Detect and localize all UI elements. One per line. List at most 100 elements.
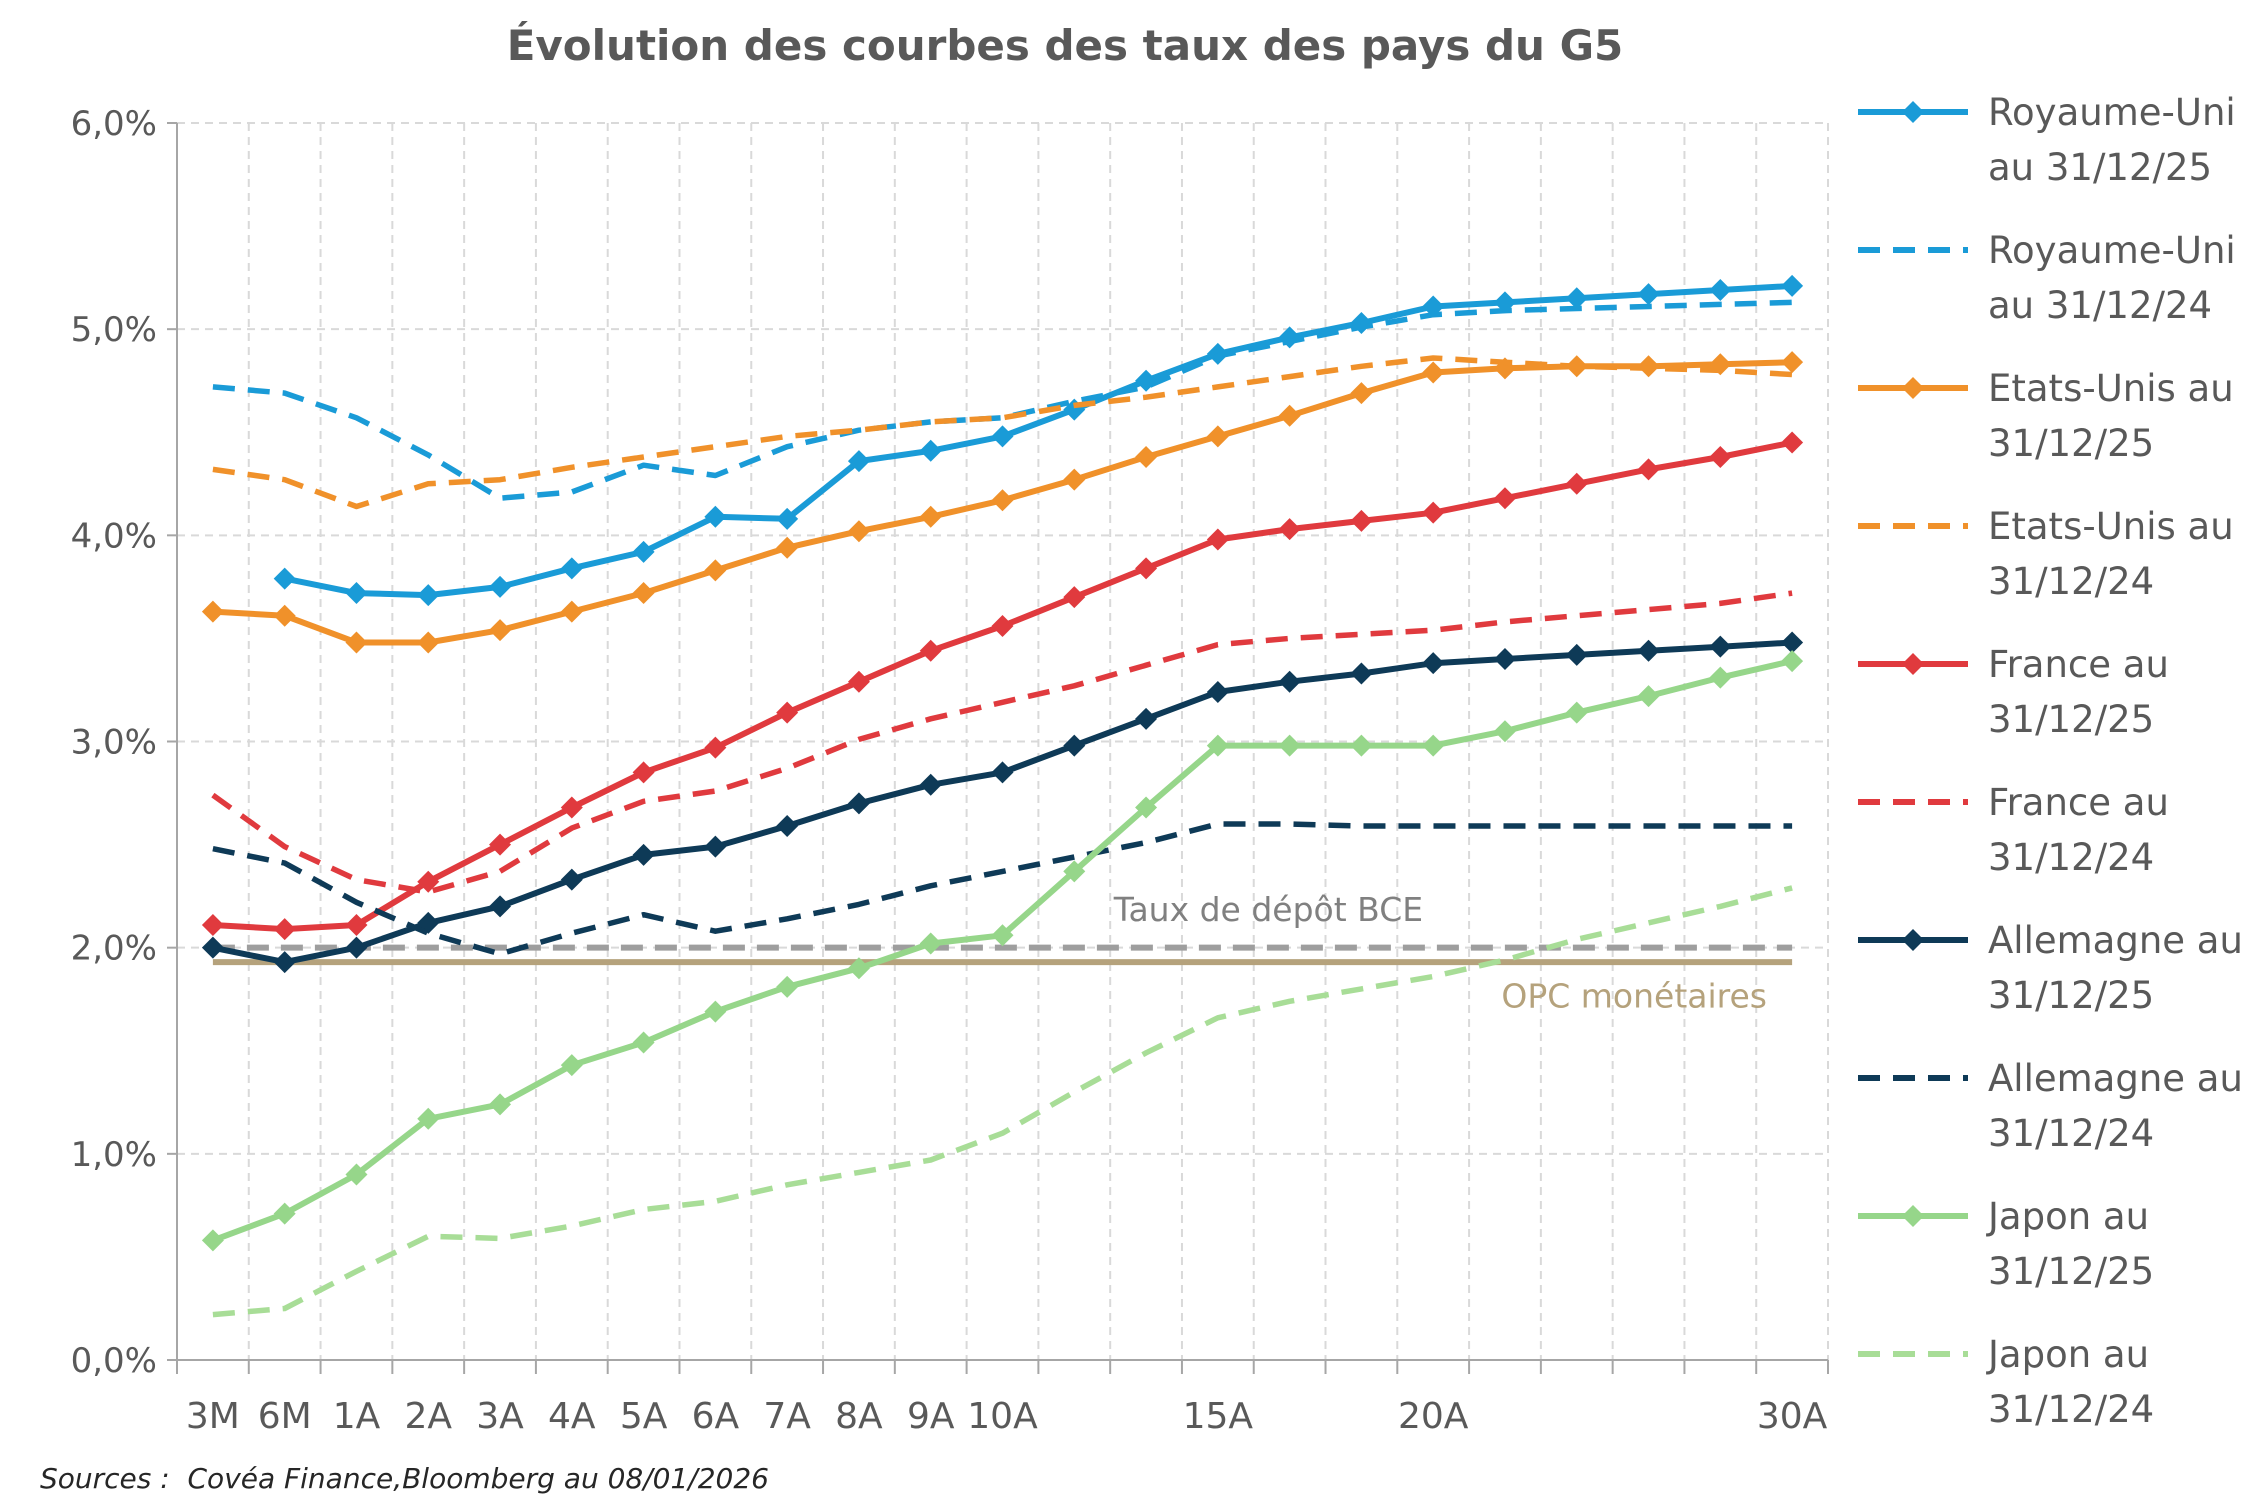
annotations: Taux de dépôt BCE OPC monétaires — [1113, 890, 1767, 1016]
legend-label: France au — [1988, 781, 2169, 824]
data-point — [1709, 445, 1732, 468]
data-point — [1278, 734, 1301, 757]
series-group — [201, 631, 1804, 974]
legend-label: 31/12/25 — [1988, 974, 2154, 1017]
x-tick-label: 20A — [1398, 1396, 1469, 1437]
series-line — [211, 590, 1793, 895]
data-point — [1135, 445, 1158, 468]
data-point — [776, 815, 799, 838]
data-point — [1278, 670, 1301, 693]
data-point — [489, 575, 512, 598]
data-point — [489, 895, 512, 918]
legend-label: 31/12/25 — [1988, 422, 2154, 465]
data-point — [1637, 685, 1660, 708]
data-point — [847, 957, 870, 980]
data-point — [1493, 487, 1516, 510]
data-point — [704, 1000, 727, 1023]
x-tick-label: 30A — [1757, 1396, 1828, 1437]
data-point — [704, 835, 727, 858]
series-line — [284, 282, 1793, 599]
legend-label: Royaume-Uni — [1988, 91, 2236, 134]
data-point — [1781, 431, 1804, 454]
x-tick-label: 3M — [186, 1396, 240, 1437]
legend-label: Japon au — [1986, 1333, 2149, 1376]
data-point — [1135, 796, 1158, 819]
data-point — [417, 631, 440, 654]
source-note: Sources : Covéa Finance,Bloomberg au 08/… — [40, 1462, 769, 1495]
data-point — [1350, 734, 1373, 757]
data-point — [273, 567, 296, 590]
data-point — [776, 536, 799, 559]
data-point — [345, 1163, 368, 1186]
grid — [177, 122, 1829, 1360]
data-point — [919, 439, 942, 462]
series-line — [212, 439, 1793, 933]
legend-label: 31/12/24 — [1988, 1388, 2154, 1431]
data-point — [847, 670, 870, 693]
x-tick-label: 10A — [967, 1396, 1038, 1437]
data-point — [1493, 648, 1516, 671]
data-point — [489, 1093, 512, 1116]
data-point — [1709, 278, 1732, 301]
data-point — [991, 425, 1014, 448]
legend-label: Japon au — [1986, 1195, 2149, 1238]
x-tick-label: 15A — [1183, 1396, 1254, 1437]
legend-label: 31/12/25 — [1988, 1250, 2154, 1293]
series-line — [212, 299, 1793, 501]
data-point — [1206, 425, 1229, 448]
data-point — [704, 505, 727, 528]
data-point — [847, 520, 870, 543]
data-point — [201, 1229, 224, 1252]
data-point — [1709, 635, 1732, 658]
data-point — [776, 507, 799, 530]
data-point — [919, 505, 942, 528]
series-line — [212, 355, 1793, 510]
data-point — [417, 584, 440, 607]
legend-label: 31/12/25 — [1988, 698, 2154, 741]
data-point — [417, 1107, 440, 1130]
legend-label: 31/12/24 — [1988, 836, 2154, 879]
data-point — [273, 951, 296, 974]
y-tick-label: 5,0% — [71, 310, 157, 350]
x-tick-label: 5A — [620, 1396, 668, 1437]
data-point — [1422, 361, 1445, 384]
legend-label: 31/12/24 — [1988, 1112, 2154, 1155]
data-point — [847, 450, 870, 473]
reference-lines — [212, 944, 1793, 966]
axes: 0,0% 1,0% 2,0% 3,0% 4,0% 5,0% 6,0% 3M 6M 1A 2A 3A 4A… — [71, 104, 1829, 1437]
x-tick-label: 6M — [258, 1396, 312, 1437]
data-point — [919, 639, 942, 662]
data-point — [1902, 929, 1924, 951]
data-point — [560, 796, 583, 819]
data-point — [1781, 650, 1804, 673]
data-point — [1350, 382, 1373, 405]
data-point — [345, 631, 368, 654]
y-tick-label: 4,0% — [71, 516, 157, 556]
data-point — [1278, 404, 1301, 427]
data-point — [345, 913, 368, 936]
data-point — [489, 833, 512, 856]
y-tick-label: 0,0% — [71, 1341, 157, 1381]
data-point — [991, 489, 1014, 512]
legend-label: Royaume-Uni — [1988, 229, 2236, 272]
data-point — [919, 773, 942, 796]
annotation-opc: OPC monétaires — [1501, 976, 1767, 1015]
data-point — [1493, 720, 1516, 743]
data-point — [345, 936, 368, 959]
data-point — [1350, 509, 1373, 532]
x-tick-label: 3A — [476, 1396, 524, 1437]
data-point — [1206, 681, 1229, 704]
data-point — [1350, 662, 1373, 685]
series-line — [212, 639, 1793, 966]
series-group — [201, 351, 1804, 654]
data-point — [273, 604, 296, 627]
data-point — [273, 1202, 296, 1225]
legend-label: Etats-Unis au — [1988, 367, 2234, 410]
data-point — [201, 600, 224, 623]
series-group — [273, 274, 1804, 607]
data-point — [273, 918, 296, 941]
data-point — [1565, 472, 1588, 495]
x-tick-label: 6A — [692, 1396, 740, 1437]
data-point — [1063, 586, 1086, 609]
